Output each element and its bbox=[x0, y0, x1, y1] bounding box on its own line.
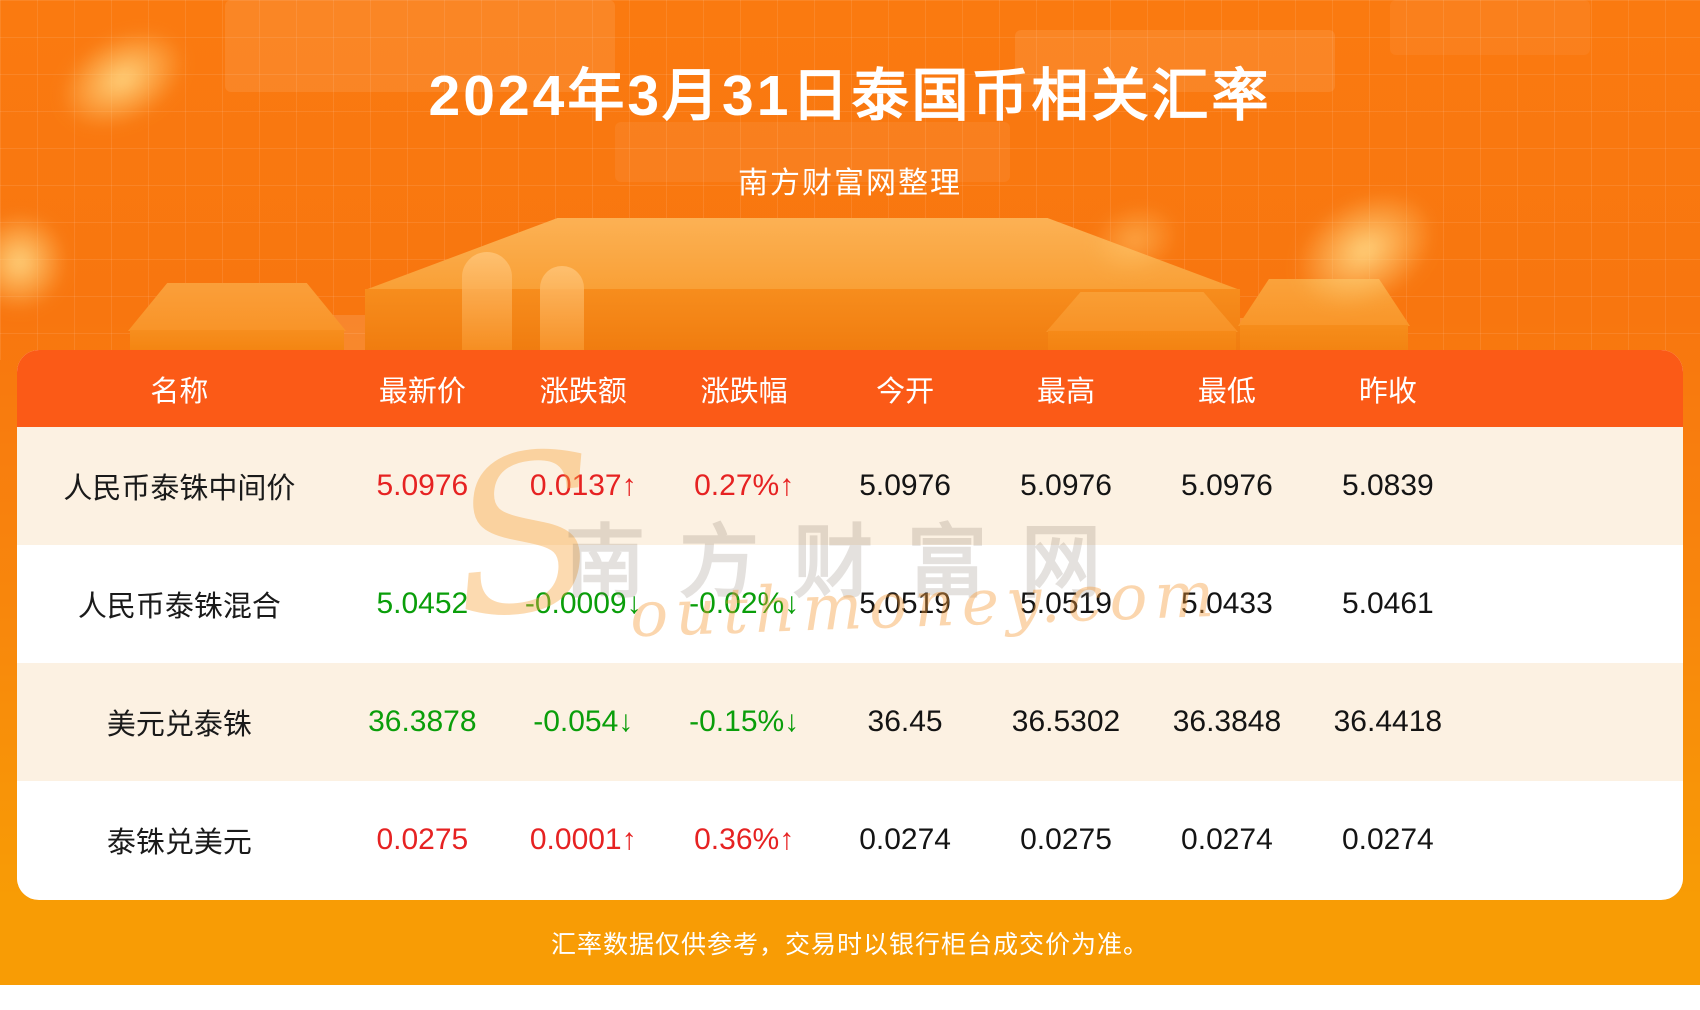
cell-name: 美元兑泰铢 bbox=[106, 709, 252, 741]
cell-change: 0.0001↑ bbox=[529, 823, 637, 856]
cell-latest: 5.0452 bbox=[376, 587, 469, 620]
rate-table-card: 名称 最新价 涨跌额 涨跌幅 今开 最高 最低 昨收 人民币泰铢中间价 5.0976 0.0137… bbox=[17, 350, 1683, 900]
cell-latest: 0.0275 bbox=[376, 823, 469, 856]
cell-low: 5.0433 bbox=[1181, 587, 1273, 620]
cell-prev_close: 0.0274 bbox=[1341, 823, 1434, 856]
cell-low: 36.3848 bbox=[1172, 705, 1282, 738]
cell-change: 0.0137↑ bbox=[529, 469, 637, 502]
cell-change_pct: -0.15%↓ bbox=[689, 705, 800, 738]
cell-high: 5.0519 bbox=[1020, 587, 1112, 620]
cell-name: 人民币泰铢中间价 bbox=[63, 473, 296, 505]
cell-prev_close: 5.0461 bbox=[1341, 587, 1434, 620]
header-cell-low: 最低 bbox=[1197, 375, 1256, 408]
table-row: 人民币泰铢中间价 5.0976 0.0137↑ 0.27%↑ 5.0976 5.0976 5… bbox=[17, 427, 1683, 545]
page-title: 2024年3月31日泰国币相关汇率 bbox=[428, 64, 1272, 128]
header-cell-change_pct: 涨跌幅 bbox=[700, 375, 788, 408]
header-cell-change: 涨跌额 bbox=[539, 375, 627, 408]
cell-change: -0.054↓ bbox=[533, 705, 634, 738]
cell-change_pct: -0.02%↓ bbox=[689, 587, 800, 620]
cell-change: -0.0009↓ bbox=[524, 587, 642, 620]
cell-latest: 5.0976 bbox=[376, 469, 469, 502]
podium-right-top bbox=[1046, 292, 1238, 332]
cell-open: 5.0976 bbox=[859, 469, 951, 502]
cell-latest: 36.3878 bbox=[368, 705, 477, 738]
cell-high: 5.0976 bbox=[1020, 469, 1112, 502]
header-cell-latest: 最新价 bbox=[378, 375, 466, 408]
header-cell-open: 今开 bbox=[876, 375, 935, 408]
header-cell-prev_close: 昨收 bbox=[1358, 375, 1417, 408]
table-row: 人民币泰铢混合 5.0452 -0.0009↓ -0.02%↓ 5.0519 5.0519… bbox=[17, 545, 1683, 663]
light-tile bbox=[225, 0, 615, 92]
cell-open: 0.0274 bbox=[859, 823, 951, 856]
cell-name: 泰铢兑美元 bbox=[106, 827, 252, 859]
cell-open: 36.45 bbox=[867, 705, 943, 738]
light-tile bbox=[615, 122, 1010, 182]
cell-open: 5.0519 bbox=[859, 587, 951, 620]
table-header-row: 名称 最新价 涨跌额 涨跌幅 今开 最高 最低 昨收 bbox=[17, 350, 1683, 427]
light-tile bbox=[1015, 30, 1335, 92]
cell-prev_close: 5.0839 bbox=[1341, 469, 1434, 502]
cell-prev_close: 36.4418 bbox=[1333, 705, 1443, 738]
header-cell-high: 最高 bbox=[1037, 375, 1096, 408]
footer-note: 汇率数据仅供参考，交易时以银行柜台成交价为准。 bbox=[550, 930, 1149, 959]
arch-decoration bbox=[462, 252, 512, 352]
cell-name: 人民币泰铢混合 bbox=[77, 591, 281, 623]
table-body: 人民币泰铢中间价 5.0976 0.0137↑ 0.27%↑ 5.0976 5.0976 5… bbox=[17, 427, 1683, 899]
cell-low: 0.0274 bbox=[1181, 823, 1273, 856]
arch-decoration bbox=[540, 266, 584, 362]
cell-high: 36.5302 bbox=[1011, 705, 1121, 738]
cell-change_pct: 0.27%↑ bbox=[694, 469, 795, 502]
cell-low: 5.0976 bbox=[1181, 469, 1273, 502]
page-subtitle: 南方财富网整理 bbox=[738, 167, 962, 200]
light-tile bbox=[1390, 0, 1590, 55]
footer-band: 汇率数据仅供参考，交易时以银行柜台成交价为准。 bbox=[0, 900, 1700, 985]
header-cell-name: 名称 bbox=[150, 375, 209, 408]
cell-high: 0.0275 bbox=[1020, 823, 1112, 856]
podium-left-top bbox=[128, 283, 346, 331]
table-row: 美元兑泰铢 36.3878 -0.054↓ -0.15%↓ 36.45 36.5302 36… bbox=[17, 663, 1683, 781]
cell-change_pct: 0.36%↑ bbox=[694, 823, 795, 856]
table-row: 泰铢兑美元 0.0275 0.0001↑ 0.36%↑ 0.0274 0.0275 0.02… bbox=[17, 781, 1683, 899]
